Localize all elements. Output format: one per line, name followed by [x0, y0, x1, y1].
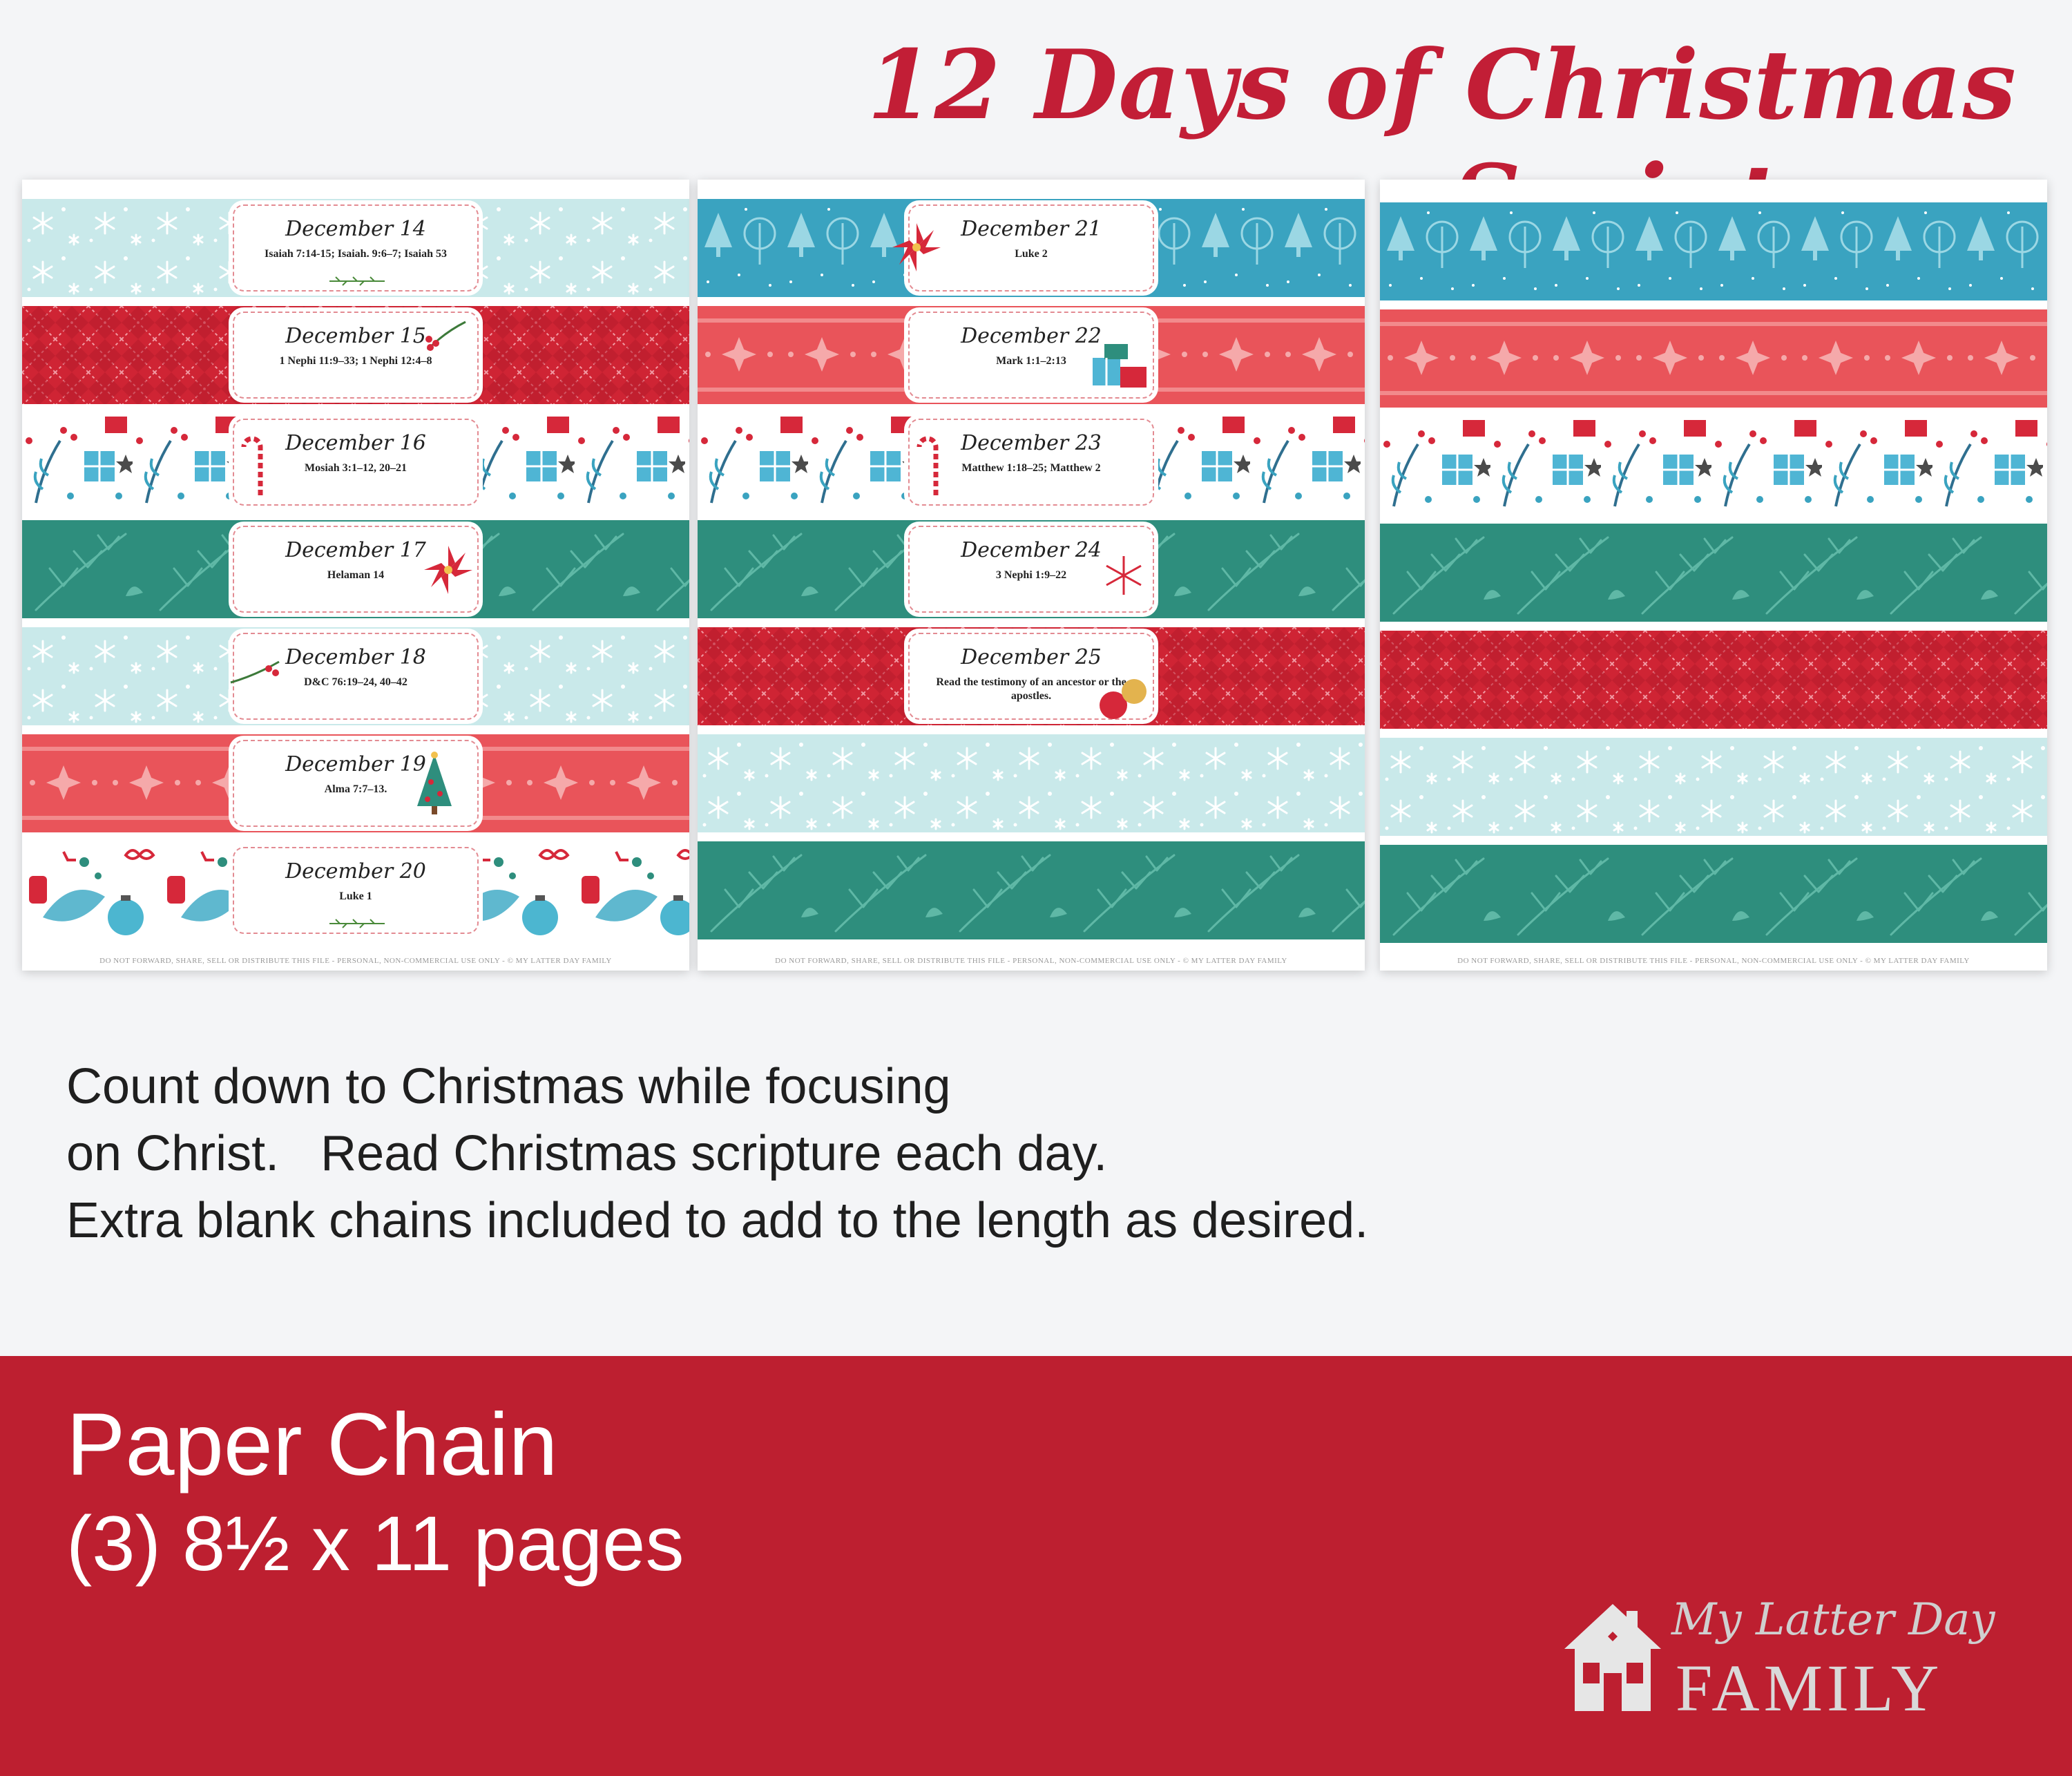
strip-label: December 25 Read the testimony of an anc…: [908, 633, 1154, 720]
strip-label: December 18 D&C 76:19–24, 40–42: [230, 633, 479, 720]
snowflake-icon: [1106, 556, 1142, 595]
chain-strip: [1380, 417, 2047, 515]
copyright-note: DO NOT FORWARD, SHARE, SELL OR DISTRIBUT…: [1457, 957, 1970, 965]
chain-strip: December 24 3 Nephi 1:9–22: [698, 520, 1365, 618]
copyright-note: DO NOT FORWARD, SHARE, SELL OR DISTRIBUT…: [99, 957, 612, 965]
ornaments-icon: [1100, 679, 1147, 719]
strip-scripture: 3 Nephi 1:9–22: [995, 569, 1067, 581]
printable-page-3: DO NOT FORWARD, SHARE, SELL OR DISTRIBUT…: [1380, 180, 2047, 971]
snowflake-pattern: [1380, 738, 2047, 836]
strip-label: December 17 Helaman 14: [233, 526, 479, 613]
gifts-pattern: [1380, 417, 2047, 515]
strip-label: December 24 3 Nephi 1:9–22: [908, 526, 1154, 613]
chain-strip: [698, 841, 1365, 939]
copyright-note: DO NOT FORWARD, SHARE, SELL OR DISTRIBUT…: [775, 957, 1287, 965]
printable-page-1: December 14 Isaiah 7:14-15; Isaiah. 9:6–…: [22, 180, 689, 971]
chain-strip: [1380, 631, 2047, 729]
pine-pattern: [1380, 845, 2047, 943]
strip-date: December 21: [961, 217, 1102, 241]
house-icon: [1564, 1604, 1661, 1711]
sweater-pattern: [1380, 309, 2047, 408]
berries-icon: [425, 321, 466, 351]
strip-date: December 25: [961, 645, 1102, 669]
strip-label: December 20 Luke 1: [233, 847, 479, 934]
strip-label: December 21 Luke 2: [892, 204, 1154, 292]
brand-logo: My Latter Day FAMILY: [1554, 1589, 1996, 1727]
strip-date: December 24: [961, 538, 1102, 562]
strip-scripture: 1 Nephi 11:9–33; 1 Nephi 12:4–8: [279, 355, 432, 367]
strip-date: December 19: [285, 752, 426, 776]
greenery-icon: [329, 919, 385, 928]
chain-strip: December 21 Luke 2: [698, 199, 1365, 297]
strip-scripture: D&C 76:19–24, 40–42: [304, 676, 407, 688]
chain-strip: [698, 734, 1365, 832]
strip-label: December 19 Alma 7:7–13.: [233, 740, 479, 827]
strip-date: December 15: [285, 324, 426, 348]
logo-script-text: My Latter Day: [1671, 1594, 1995, 1645]
printable-page-2: December 21 Luke 2 December 22 Mark 1:1–…: [698, 180, 1365, 971]
logo-family-text: FAMILY: [1676, 1651, 1944, 1725]
poinsettia-icon: [424, 546, 472, 594]
description-line: Extra blank chains included to add to th…: [66, 1193, 1369, 1248]
strip-scripture: Mosiah 3:1–12, 20–21: [305, 462, 407, 474]
product-banner: Paper Chain (3) 8½ x 11 pages: [0, 1356, 2072, 1776]
chain-strip: [1380, 309, 2047, 408]
candy-cane-icon: [917, 436, 939, 495]
strip-scripture: Luke 1: [339, 890, 372, 902]
pine-pattern: [698, 841, 1365, 939]
chain-strip: December 25 Read the testimony of an anc…: [698, 627, 1365, 725]
chain-strip: December 20 Luke 1: [22, 841, 689, 939]
description-line: Count down to Christmas while focusing: [66, 1059, 951, 1114]
strip-scripture: Alma 7:7–13.: [324, 783, 387, 795]
banner-subtitle: (3) 8½ x 11 pages: [66, 1500, 684, 1587]
strip-scripture: Mark 1:1–2:13: [996, 355, 1066, 367]
greenery-icon: [329, 276, 385, 286]
chain-strip: [1380, 738, 2047, 836]
strip-date: December 16: [285, 431, 426, 455]
chain-strip: December 14 Isaiah 7:14-15; Isaiah. 9:6–…: [22, 199, 689, 297]
poinsettia-icon: [892, 223, 941, 271]
strip-scripture: Isaiah 7:14-15; Isaiah. 9:6–7; Isaiah 53: [264, 248, 448, 260]
chain-strip: December 18 D&C 76:19–24, 40–42: [22, 627, 689, 725]
chain-strip: December 22 Mark 1:1–2:13: [698, 306, 1365, 404]
product-description: Count down to Christmas while focusing o…: [66, 1053, 1862, 1254]
strip-label: December 22 Mark 1:1–2:13: [908, 312, 1154, 399]
trees-pattern: [1380, 202, 2047, 300]
pine-pattern: [1380, 524, 2047, 622]
strip-date: December 23: [961, 431, 1102, 455]
candy-cane-icon: [241, 436, 263, 495]
banner-title: Paper Chain: [66, 1395, 558, 1494]
strip-label: December 23 Matthew 1:18–25; Matthew 2: [908, 419, 1154, 506]
strip-label: December 16 Mosiah 3:1–12, 20–21: [233, 419, 479, 506]
chain-strip: [1380, 202, 2047, 300]
chain-strip: December 17 Helaman 14: [22, 520, 689, 618]
strip-scripture: Read the testimony of an ancestor or the…: [936, 676, 1126, 702]
strip-date: December 17: [285, 538, 426, 562]
chain-strip: [1380, 524, 2047, 622]
chain-strip: December 19 Alma 7:7–13.: [22, 734, 689, 832]
strip-date: December 20: [285, 859, 426, 884]
mistletoe-icon: [230, 660, 280, 684]
strip-scripture: Helaman 14: [327, 569, 385, 581]
chain-strip: December 16 Mosiah 3:1–12, 20–21: [22, 413, 689, 511]
chain-strip: [1380, 845, 2047, 943]
christmas-tree-icon: [417, 752, 452, 814]
strip-scripture: Matthew 1:18–25; Matthew 2: [961, 462, 1101, 474]
diamond-pattern: [1380, 631, 2047, 729]
snowflake-pattern: [698, 734, 1365, 832]
presents-icon: [1093, 344, 1147, 388]
strip-scripture: Luke 2: [1015, 248, 1048, 260]
strip-label: December 15 1 Nephi 11:9–33; 1 Nephi 12:…: [233, 312, 479, 399]
strip-label: December 14 Isaiah 7:14-15; Isaiah. 9:6–…: [233, 204, 479, 292]
chain-strip: December 15 1 Nephi 11:9–33; 1 Nephi 12:…: [22, 306, 689, 404]
description-line: on Christ. Read Christmas scripture each…: [66, 1126, 1108, 1181]
strip-date: December 18: [285, 645, 426, 669]
chain-strip: December 23 Matthew 1:18–25; Matthew 2: [698, 413, 1365, 511]
strip-date: December 14: [285, 217, 426, 241]
strip-date: December 22: [961, 324, 1102, 348]
